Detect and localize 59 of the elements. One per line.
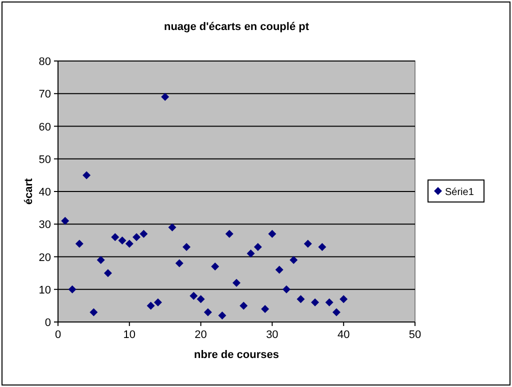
point	[61, 216, 70, 225]
point	[182, 242, 191, 251]
x-tick-label: 50	[408, 329, 422, 341]
point	[311, 298, 320, 306]
y-tick-label: 0	[44, 317, 51, 329]
point	[261, 304, 270, 313]
y-tick-label: 60	[38, 121, 51, 134]
y-tick-label: 10	[38, 284, 51, 296]
point	[246, 249, 255, 258]
point	[90, 308, 98, 316]
x-tick-label: 40	[337, 329, 350, 341]
point	[104, 269, 112, 278]
point	[111, 233, 120, 242]
y-axis-title: écart	[23, 178, 35, 205]
y-tick-label: 50	[38, 154, 51, 166]
point	[290, 256, 298, 264]
point	[82, 171, 91, 180]
y-tick-label: 80	[38, 56, 51, 68]
y-tick-label: 20	[38, 252, 51, 264]
point	[154, 298, 162, 306]
point	[332, 308, 340, 316]
x-tick-label: 0	[54, 329, 62, 341]
point	[340, 295, 348, 304]
point	[190, 292, 198, 300]
chart-title: nuage d'écarts en couplé pt	[164, 21, 310, 33]
x-axis-title: nbre de courses	[194, 349, 279, 361]
point	[318, 242, 326, 251]
point	[96, 256, 105, 264]
point	[325, 298, 334, 306]
y-tick-label: 70	[38, 88, 51, 101]
point	[268, 230, 276, 238]
point	[161, 92, 170, 101]
y-tick-label: 40	[38, 186, 51, 198]
point	[218, 311, 226, 320]
point	[132, 233, 141, 242]
point	[232, 278, 240, 287]
y-tick-label: 30	[38, 219, 51, 232]
x-tick-label: 10	[123, 329, 136, 341]
point	[304, 240, 312, 248]
point	[75, 240, 84, 248]
point	[296, 295, 305, 304]
x-tick-label: 30	[266, 329, 278, 341]
point	[125, 240, 134, 248]
point	[146, 302, 155, 310]
point	[225, 230, 234, 238]
point	[254, 242, 262, 251]
point	[240, 302, 248, 310]
point	[211, 262, 220, 271]
point	[140, 230, 148, 238]
point	[275, 266, 284, 274]
point	[204, 308, 212, 316]
x-tick-label: 20	[194, 329, 207, 341]
point	[68, 285, 76, 294]
point	[196, 295, 205, 304]
point	[175, 259, 184, 268]
point	[282, 285, 290, 294]
legend-label: Série1	[445, 187, 474, 198]
point	[118, 236, 126, 244]
point	[168, 223, 176, 232]
